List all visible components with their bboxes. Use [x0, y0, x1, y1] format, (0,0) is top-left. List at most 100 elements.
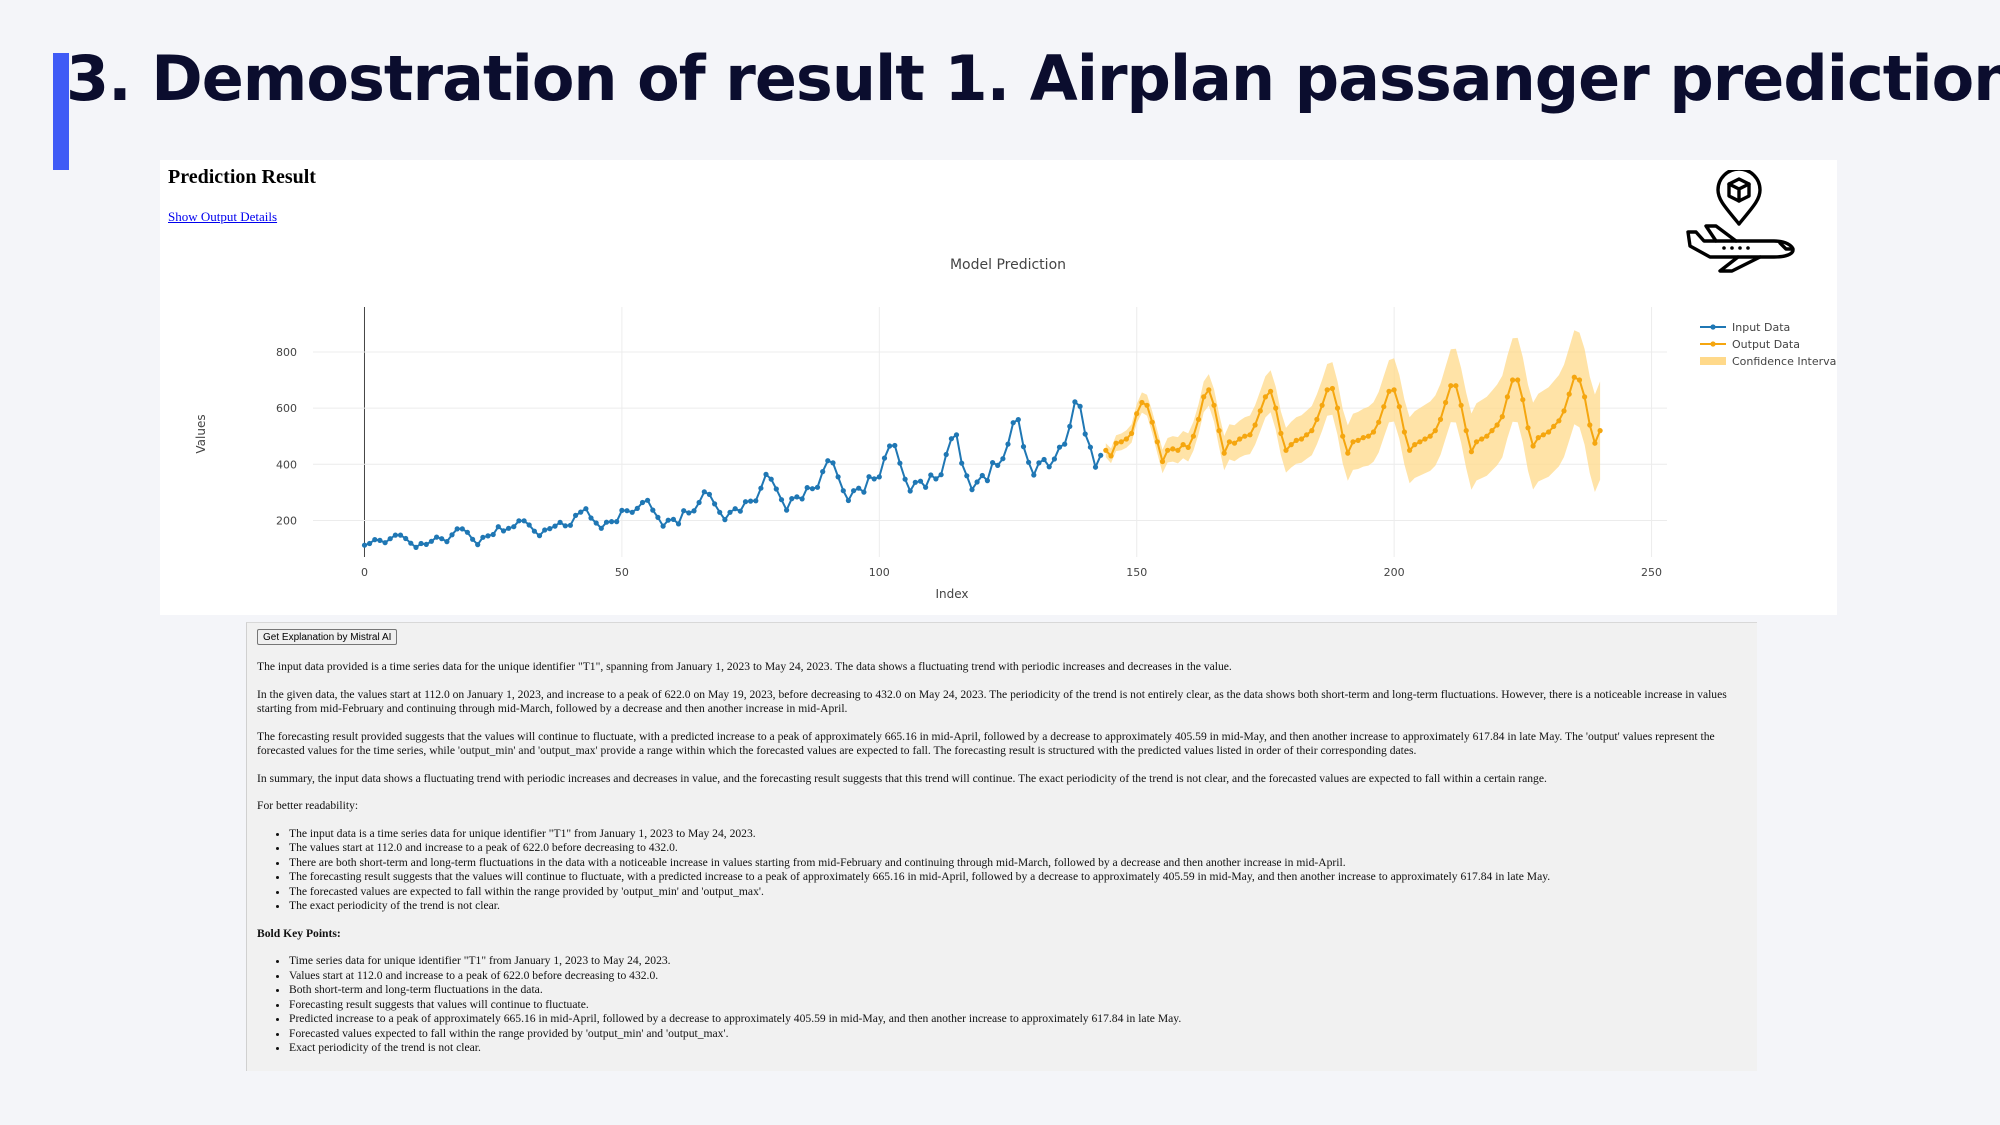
- list-item: Forecasted values expected to fall withi…: [289, 1027, 1747, 1042]
- input-data-point: [1051, 456, 1057, 462]
- input-data-point: [953, 432, 960, 438]
- input-data-point: [413, 544, 419, 550]
- list-item: The forecasted values are expected to fa…: [289, 885, 1747, 900]
- input-data-point: [675, 521, 682, 527]
- input-data-point: [603, 519, 610, 525]
- explanation-paragraph: The input data provided is a time series…: [257, 660, 1232, 673]
- input-data-point: [459, 526, 465, 532]
- input-data-point: [361, 542, 368, 548]
- input-data-point: [583, 506, 589, 512]
- input-data-point: [547, 526, 553, 532]
- input-data-point: [1046, 464, 1052, 470]
- input-data-point: [634, 505, 640, 511]
- input-data-point: [588, 515, 594, 521]
- output-data-point: [1118, 439, 1124, 445]
- input-data-point: [851, 488, 857, 494]
- input-data-point: [372, 537, 378, 543]
- input-data-point: [804, 485, 810, 491]
- input-data-point: [397, 532, 404, 538]
- input-data-point: [768, 476, 774, 482]
- output-data-point: [1154, 439, 1160, 445]
- input-data-point: [917, 478, 924, 484]
- input-data-point: [969, 487, 975, 493]
- input-data-point: [902, 476, 908, 482]
- input-data-point: [485, 533, 491, 539]
- output-data-point: [1386, 388, 1392, 394]
- output-data-point: [1195, 416, 1202, 422]
- airplane-location-pin-icon: [1686, 170, 1795, 273]
- input-data-point: [866, 474, 872, 480]
- output-data-point: [1293, 437, 1299, 443]
- x-tick-label: 250: [1641, 566, 1662, 579]
- list-item: Both short-term and long-term fluctuatio…: [289, 983, 1747, 998]
- output-data-point: [1288, 442, 1294, 448]
- input-data-point: [928, 472, 934, 478]
- output-data-point: [1226, 439, 1232, 445]
- output-data-point: [1190, 433, 1196, 439]
- input-data-point: [593, 520, 599, 526]
- output-data-point: [1329, 385, 1335, 392]
- output-data-point: [1144, 402, 1150, 408]
- input-data-point: [516, 518, 522, 524]
- list-item: The forecasting result suggests that the…: [289, 870, 1747, 885]
- output-data-point: [1355, 437, 1361, 443]
- output-data-point: [1268, 388, 1274, 394]
- output-data-point: [1401, 429, 1407, 435]
- input-data-point: [1026, 459, 1032, 465]
- list-item: The values start at 112.0 and increase t…: [289, 841, 1747, 856]
- input-data-point: [979, 472, 985, 479]
- output-data-point: [1412, 442, 1418, 448]
- output-data-point: [1432, 428, 1438, 434]
- input-data-point: [1036, 460, 1042, 466]
- show-output-details-link[interactable]: Show Output Details: [168, 209, 278, 224]
- legend-swatch: [1700, 357, 1726, 365]
- output-data-point: [1319, 402, 1325, 408]
- input-data-point: [439, 536, 445, 542]
- input-data-point: [562, 523, 568, 529]
- output-data-point: [1262, 394, 1268, 400]
- output-data-point: [1165, 447, 1171, 453]
- input-data-point: [526, 522, 532, 528]
- model-prediction-chart: 0 50 100 150 200 250 200 400 600 800 Model Predic…: [194, 257, 1837, 601]
- output-data-point: [1571, 374, 1577, 380]
- input-data-point: [511, 524, 517, 530]
- input-data-point: [480, 534, 486, 540]
- input-data-point: [639, 499, 646, 506]
- input-data-point: [737, 508, 743, 514]
- input-data-point: [814, 484, 821, 490]
- input-data-point: [840, 488, 846, 494]
- legend-label: Input Data: [1732, 321, 1790, 334]
- input-data-point: [1000, 456, 1006, 462]
- output-data-point: [1381, 404, 1387, 410]
- input-data-point: [1020, 444, 1027, 450]
- input-data-point: [1010, 420, 1016, 426]
- input-data-point: [778, 497, 785, 503]
- explanation-text: The input data provided is a time series…: [257, 660, 1747, 1069]
- input-data-point: [696, 499, 702, 506]
- output-data-point: [1324, 387, 1330, 393]
- input-data-point: [495, 524, 501, 530]
- input-data-point: [367, 540, 373, 547]
- input-data-point: [470, 536, 476, 542]
- input-data-point: [454, 526, 460, 532]
- input-data-point: [423, 541, 429, 547]
- input-data-point: [660, 523, 666, 529]
- x-tick-label: 200: [1384, 566, 1405, 579]
- output-data-point: [1422, 436, 1428, 442]
- y-tick-label: 800: [276, 346, 297, 359]
- output-data-point: [1185, 444, 1191, 450]
- output-data-point: [1551, 423, 1557, 429]
- input-data-point: [794, 494, 800, 500]
- output-data-point: [1427, 433, 1433, 439]
- input-data-point: [763, 471, 769, 477]
- get-explanation-button[interactable]: Get Explanation by Mistral AI: [257, 629, 398, 645]
- output-data-point: [1201, 394, 1207, 400]
- input-data-point: [408, 540, 414, 546]
- input-data-point: [475, 542, 481, 548]
- output-data-point: [1473, 439, 1480, 445]
- input-data-point: [959, 460, 965, 466]
- input-data-point: [742, 499, 749, 505]
- chart-legend[interactable]: Input Data Output Data Confidence Interval: [1700, 321, 1837, 368]
- input-data-point: [542, 527, 548, 533]
- output-data-point: [1504, 394, 1510, 400]
